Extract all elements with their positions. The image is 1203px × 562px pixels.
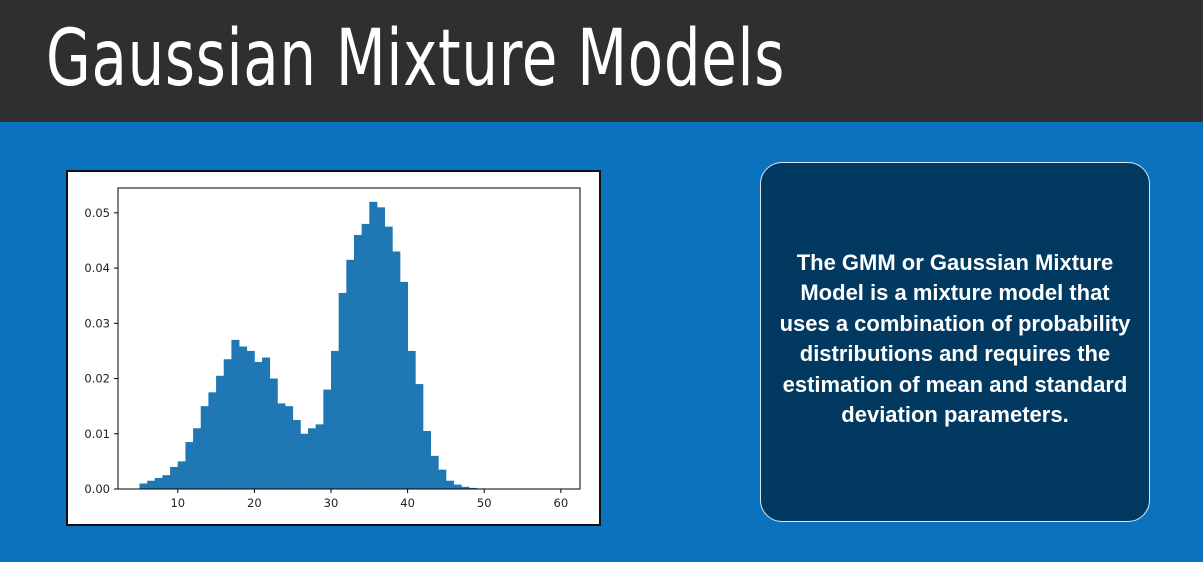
histogram-bar: [369, 201, 378, 489]
histogram-bar: [292, 419, 301, 489]
y-tick-label: 0.00: [84, 482, 110, 496]
slide-header: Gaussian Mixture Models: [0, 0, 1203, 122]
y-tick-label: 0.04: [84, 261, 110, 275]
histogram-bar: [285, 406, 294, 489]
histogram-plot: 10 20 30 40 50 60 0.00 0.01 0.02 0.03 0.04 0.05: [84, 187, 581, 510]
histogram-bar: [323, 389, 332, 489]
histogram-bar: [154, 477, 163, 489]
histogram-bar: [422, 431, 431, 489]
histogram-bar: [315, 424, 324, 489]
histogram-bar: [361, 223, 370, 489]
description-box: The GMM or Gaussian Mixture Model is a m…: [760, 162, 1150, 522]
histogram-bar: [399, 281, 409, 489]
histogram-bar: [231, 339, 240, 489]
histogram-bar: [200, 406, 209, 489]
histogram-bar: [346, 259, 355, 489]
histogram-bar: [415, 384, 424, 489]
histogram-bar: [445, 480, 454, 489]
histogram-bar: [407, 350, 416, 489]
x-tick-label: 20: [247, 496, 262, 510]
x-tick-label: 60: [554, 496, 569, 510]
histogram-bar: [216, 375, 225, 489]
histogram-chart: 10 20 30 40 50 60 0.00 0.01 0.02 0.03 0.04 0.05: [66, 170, 601, 526]
histogram-bar: [438, 469, 447, 489]
histogram-bar: [185, 442, 194, 489]
histogram-bar: [430, 455, 439, 489]
histogram-bar: [300, 433, 309, 489]
histogram-bar: [193, 428, 202, 489]
x-tick-label: 40: [400, 496, 415, 510]
histogram-bar: [262, 357, 271, 489]
x-tick-label: 50: [477, 496, 492, 510]
histogram-bar: [162, 475, 171, 489]
histogram-bar: [338, 292, 347, 489]
slide-title: Gaussian Mixture Models: [46, 14, 786, 104]
histogram-bar: [254, 361, 263, 489]
histogram-bar: [269, 378, 278, 489]
y-tick-label: 0.02: [84, 372, 110, 386]
histogram-bar: [139, 483, 148, 489]
histogram-bar: [147, 480, 156, 489]
x-tick-label: 10: [170, 496, 185, 510]
histogram-bar: [468, 487, 477, 489]
histogram-bar: [331, 350, 340, 489]
histogram-bar: [376, 207, 386, 489]
histogram-bar: [223, 359, 232, 489]
histogram-bar: [392, 251, 401, 489]
histogram-bar: [208, 392, 217, 489]
description-text: The GMM or Gaussian Mixture Model is a m…: [779, 249, 1131, 428]
histogram-bar: [246, 350, 255, 489]
histogram-bar: [170, 466, 179, 489]
plot-area-frame: [117, 187, 581, 490]
histogram-bar: [353, 234, 363, 489]
histogram-bar: [177, 461, 186, 489]
y-tick-label: 0.03: [84, 316, 110, 330]
histogram-bar: [308, 428, 317, 489]
histogram-bar: [453, 484, 462, 489]
histogram-bar: [384, 226, 393, 489]
histogram-bar: [239, 346, 248, 489]
x-tick-label: 30: [324, 496, 339, 510]
y-tick-label: 0.05: [84, 206, 110, 220]
y-tick-label: 0.01: [84, 427, 110, 441]
histogram-bar: [461, 486, 470, 489]
histogram-bar: [277, 403, 286, 489]
